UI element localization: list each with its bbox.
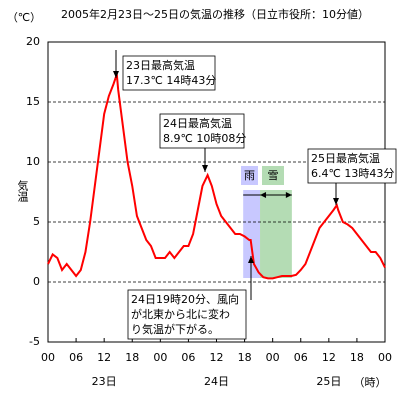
y-unit: （℃） <box>7 11 41 24</box>
y-label: 気温 <box>16 179 29 202</box>
x-unit: （時） <box>354 376 387 389</box>
annotation-box <box>127 289 247 340</box>
annotation-arrowhead <box>333 198 339 205</box>
x-tick-label: 06 <box>294 351 308 364</box>
temperature-line <box>47 74 386 280</box>
x-tick-label: 18 <box>238 351 252 364</box>
x-tick-label: 00 <box>378 351 392 364</box>
annotation-arrowhead <box>202 165 208 172</box>
x-tick-label: 06 <box>181 351 195 364</box>
x-tick-label: 12 <box>322 351 336 364</box>
x-group-label: 24日 <box>204 375 229 388</box>
annotation-text: 24日最高気温 <box>163 116 232 130</box>
annotation-text: 8.9℃ 10時08分 <box>163 132 246 145</box>
x-tick-label: 12 <box>210 351 224 364</box>
x-tick-label: 06 <box>69 351 83 364</box>
annotation-text: 23日最高気温 <box>126 58 195 72</box>
annotation-text: 6.4℃ 13時43分 <box>311 167 394 180</box>
x-group-label: 25日 <box>316 375 341 388</box>
period-band <box>260 190 292 278</box>
x-tick-label: 12 <box>97 351 111 364</box>
plot-frame <box>47 41 386 343</box>
y-tick-label: 5 <box>33 215 40 228</box>
y-tick-label: 20 <box>26 35 40 48</box>
period-band <box>243 190 261 278</box>
annotation-box <box>307 148 397 184</box>
x-tick-label: 18 <box>350 351 364 364</box>
annotation-text: 24日19時20分、風向 <box>131 292 239 306</box>
period-label-box <box>262 166 284 185</box>
annotation-arrowhead <box>113 71 119 78</box>
x-tick-label: 00 <box>266 351 280 364</box>
annotation-text: が北東から北に変わ <box>131 307 230 321</box>
period-label-box <box>241 166 258 185</box>
x-tick-label: 00 <box>41 351 55 364</box>
chart-title: 2005年2月23日～25日の気温の推移（日立市役所：10分値） <box>61 7 369 21</box>
x-tick-label: 00 <box>153 351 167 364</box>
y-tick-label: 0 <box>33 275 40 288</box>
annotation-text: り気温が下がる。 <box>131 322 219 336</box>
annotation-arrowhead <box>248 256 254 263</box>
period-label: 雪 <box>268 169 279 182</box>
annotation-text: 25日最高気温 <box>311 151 380 165</box>
annotation-box <box>122 55 216 91</box>
y-tick-label: -5 <box>29 335 40 348</box>
x-tick-label: 18 <box>125 351 139 364</box>
period-label: 雨 <box>244 169 255 182</box>
y-tick-label: 10 <box>26 155 40 168</box>
annotation-box <box>159 113 245 149</box>
y-tick-label: 15 <box>26 95 40 108</box>
x-group-label: 23日 <box>92 375 117 388</box>
annotation-text: 17.3℃ 14時43分 <box>126 74 216 87</box>
